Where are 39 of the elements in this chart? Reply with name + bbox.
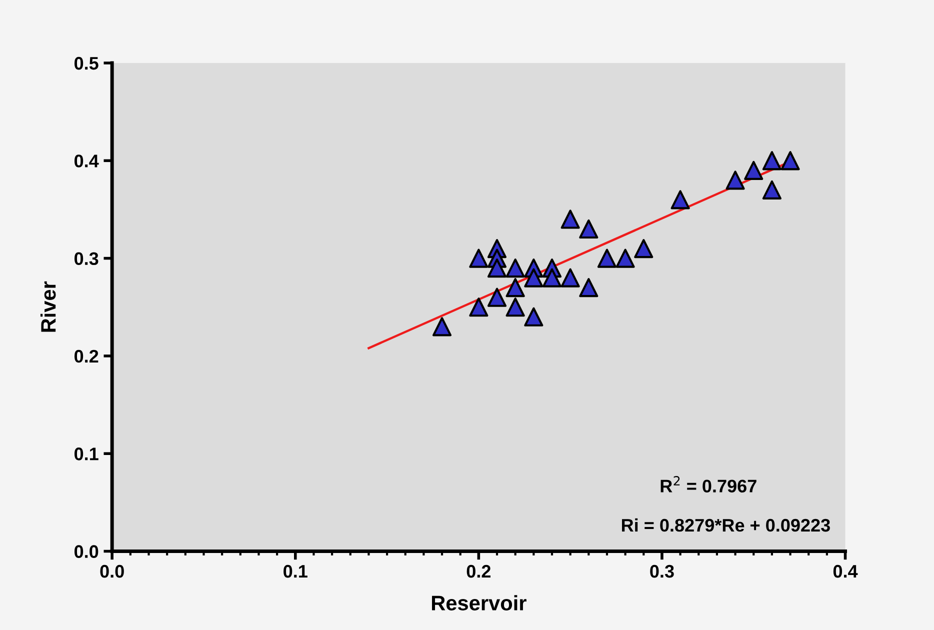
x-axis-title: Reservoir <box>432 595 526 610</box>
point <box>579 219 598 239</box>
point <box>560 210 580 229</box>
point <box>506 258 525 278</box>
point <box>487 258 507 278</box>
point <box>579 278 598 298</box>
y-tick-label: 0.0 <box>74 545 98 558</box>
point <box>780 151 800 170</box>
point <box>542 268 562 288</box>
y-tick-label: 0.2 <box>74 350 98 363</box>
y-tick-label: 0.4 <box>74 154 99 168</box>
point <box>487 288 507 307</box>
point <box>524 268 544 288</box>
point <box>506 298 525 317</box>
x-tick-label: 0.2 <box>466 564 491 578</box>
point <box>597 248 617 268</box>
point <box>744 160 764 180</box>
annotation: Ri = 0.8279*Re + 0.09223 <box>622 518 830 532</box>
y-axis-title: River <box>40 281 56 332</box>
point <box>469 298 488 317</box>
x-tick-label: 0.3 <box>650 564 674 578</box>
point <box>670 190 690 210</box>
point <box>432 317 452 336</box>
point <box>506 278 525 298</box>
point <box>726 170 745 190</box>
y-tick-label: 0.3 <box>74 252 98 266</box>
point <box>634 238 654 258</box>
annotation: R$^{2}$ = 0.7967 <box>660 476 756 492</box>
point <box>762 180 782 200</box>
y-tick-label: 0.5 <box>74 56 98 70</box>
x-tick-label: 0.1 <box>284 564 308 578</box>
x-tick-label: 0.4 <box>833 564 858 578</box>
point <box>469 248 488 268</box>
x-tick-label: 0.0 <box>100 564 124 578</box>
point <box>762 151 782 170</box>
point <box>560 268 580 288</box>
y-tick-label: 0.1 <box>74 448 98 460</box>
point <box>616 248 635 268</box>
point <box>524 307 544 326</box>
